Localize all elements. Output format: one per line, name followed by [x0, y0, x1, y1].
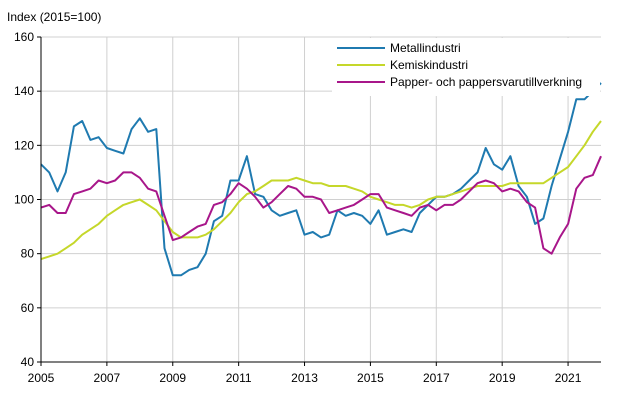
legend-label: Metallindustri: [390, 41, 461, 55]
x-tick-label: 2007: [94, 371, 121, 385]
y-tick-label: 120: [14, 138, 34, 152]
series-line-1: [40, 120, 602, 261]
x-tick-label: 2021: [555, 371, 582, 385]
series-line-0: [40, 82, 602, 277]
x-tick-label: 2019: [489, 371, 516, 385]
x-tick-label: 2013: [291, 371, 318, 385]
axes: 40 60 80 100 120 140 160 2005 2007 2009 2011 2013 20…: [14, 30, 601, 385]
series-line-2: [40, 155, 602, 255]
x-tick-label: 2005: [28, 371, 55, 385]
y-tick-label: 160: [14, 30, 34, 44]
legend-label: Kemiskindustri: [390, 58, 468, 72]
y-tick-label: 100: [14, 193, 34, 207]
x-tick-label: 2009: [159, 371, 186, 385]
x-tick-label: 2011: [226, 371, 252, 385]
y-tick-label: 60: [21, 301, 35, 315]
legend-label: Papper- och pappersvarutillverkning: [390, 75, 582, 89]
x-tick-label: 2015: [357, 371, 384, 385]
y-tick-label: 140: [14, 84, 34, 98]
y-tick-label: 80: [21, 247, 35, 261]
series-lines: [40, 82, 602, 277]
x-tick-label: 2017: [423, 371, 450, 385]
y-axis-unit-label: Index (2015=100): [7, 10, 101, 24]
y-tick-label: 40: [21, 355, 35, 369]
legend: Metallindustri Kemiskindustri Papper- och …: [332, 38, 600, 96]
